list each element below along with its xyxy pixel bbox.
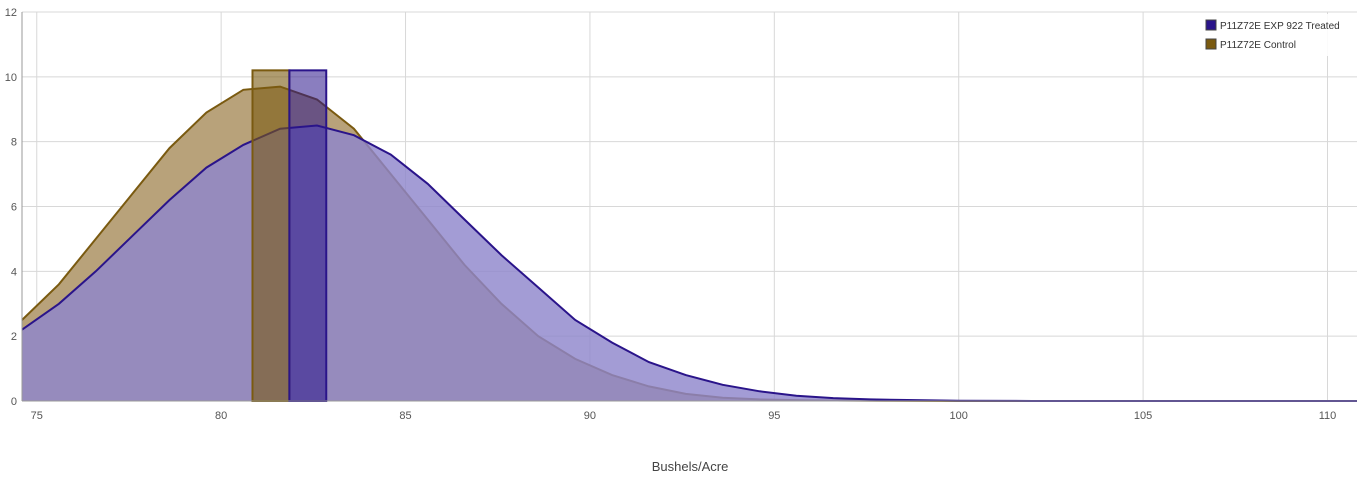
y-tick-label: 0 [11,396,17,408]
marker-bar[interactable] [251,69,291,402]
y-tick-label: 6 [11,202,17,214]
x-tick-labels: 75 80 85 90 95 100 105 110 [31,410,1337,422]
legend-swatch [1205,19,1217,31]
y-tick-label: 8 [11,137,17,149]
marker-bars [251,69,328,402]
x-tick-label: 85 [399,410,411,422]
y-tick-label: 2 [11,331,17,343]
y-tick-label: 4 [11,266,17,278]
y-tick-labels: 0 2 4 6 8 10 12 [5,7,17,408]
legend-swatch [1205,38,1217,50]
y-tick-label: 12 [5,7,17,19]
legend-background [1202,14,1356,56]
x-tick-label: 90 [584,410,596,422]
x-tick-label: 75 [31,410,43,422]
axes [21,12,1357,402]
x-tick-label: 105 [1134,410,1152,422]
marker-bar[interactable] [288,69,328,402]
series-area [22,125,1357,401]
series-line [21,124,1357,402]
x-tick-label: 80 [215,410,227,422]
legend-label: P11Z72E Control [1220,40,1296,51]
x-tick-label: 95 [768,410,780,422]
x-tick-label: 110 [1319,410,1337,422]
x-tick-label: 100 [950,410,968,422]
legend-label: P11Z72E EXP 922 Treated [1220,21,1340,32]
x-axis-label: Bushels/Acre [652,459,729,474]
legend[interactable]: P11Z72E EXP 922 Treated P11Z72E Control [1202,14,1356,56]
y-tick-label: 10 [5,72,17,84]
series-areas [21,85,1357,402]
